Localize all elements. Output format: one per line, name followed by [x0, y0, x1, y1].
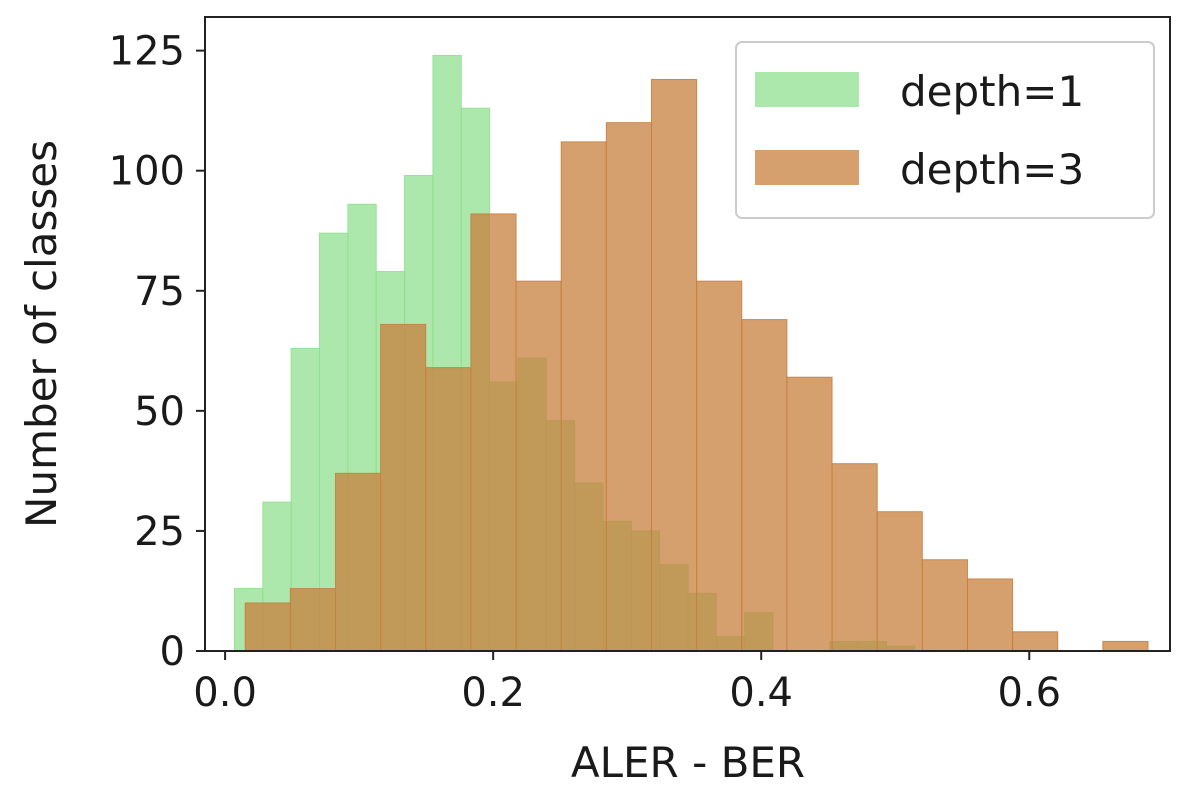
bar [289, 588, 336, 652]
bar [380, 323, 427, 652]
legend-swatch-depth3 [755, 150, 859, 185]
bar [741, 319, 788, 652]
bar [560, 141, 607, 652]
x-tick-label: 0.0 [193, 670, 257, 716]
legend-swatch-depth1 [755, 72, 859, 107]
y-tick-label: 100 [109, 149, 185, 195]
bar [921, 559, 968, 652]
y-tick-label: 25 [134, 509, 185, 555]
bar [1102, 640, 1149, 652]
legend-label-depth1: depth=1 [900, 67, 1084, 116]
bar [605, 122, 652, 652]
bar [470, 213, 517, 652]
x-tick-label: 0.6 [997, 670, 1061, 716]
bar [696, 280, 743, 652]
bar [515, 280, 562, 652]
legend-label-depth3: depth=3 [900, 145, 1084, 194]
bar [650, 78, 698, 652]
bar [244, 602, 291, 652]
y-tick-label: 125 [109, 29, 185, 75]
bar [786, 376, 833, 652]
x-tick-label: 0.2 [461, 670, 525, 716]
bar [876, 511, 923, 652]
x-tick-label: 0.4 [729, 670, 793, 716]
legend: depth=1 depth=3 [735, 41, 1155, 219]
bar [966, 578, 1014, 652]
y-axis-ticks: 0 25 50 75 100 125 [109, 29, 205, 675]
plot-frame [204, 16, 1171, 652]
y-tick-label: 50 [134, 389, 185, 435]
x-axis-label: ALER - BER [571, 738, 805, 787]
y-tick-label: 0 [160, 629, 185, 675]
bar [831, 463, 878, 652]
bar [425, 367, 472, 652]
y-axis-label: Number of classes [17, 140, 66, 528]
y-tick-label: 75 [134, 269, 185, 315]
bar [1012, 631, 1059, 652]
x-axis-ticks: 0.0 0.2 0.4 0.6 [193, 651, 1061, 716]
bar [334, 472, 382, 652]
